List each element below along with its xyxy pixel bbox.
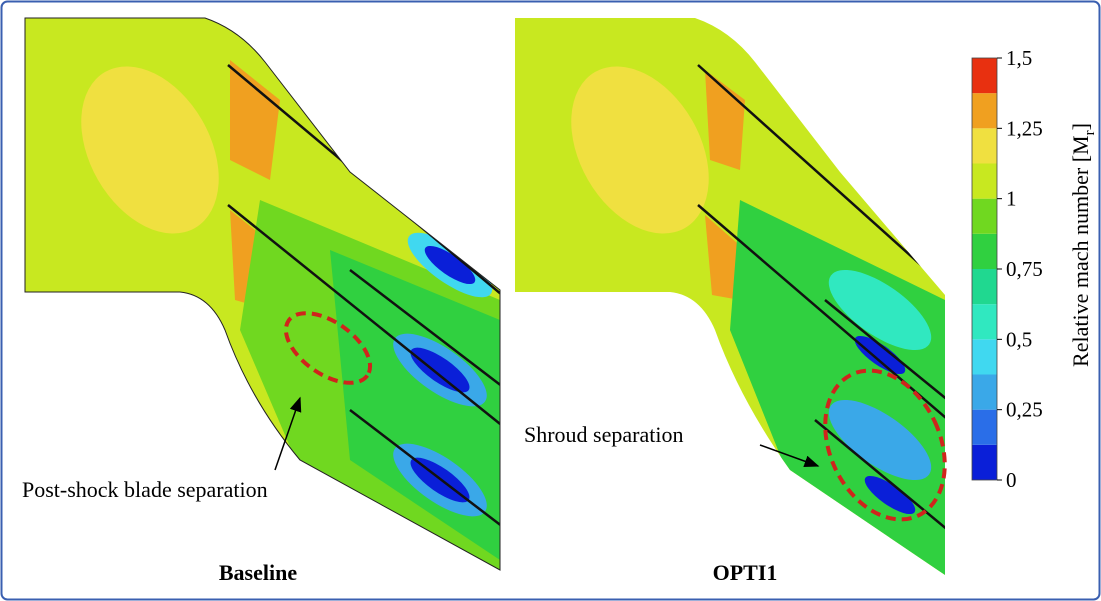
colorbar-band <box>972 58 997 93</box>
panel-title: Baseline <box>219 560 297 585</box>
tick-label: 0,75 <box>1006 257 1043 281</box>
colorbar-band <box>972 93 997 128</box>
contour-baseline <box>0 0 520 600</box>
colorbar-band <box>972 128 997 163</box>
colorbar-band <box>972 164 997 199</box>
tick-label: 0,5 <box>1006 327 1032 351</box>
tick-label: 0,25 <box>1006 398 1043 422</box>
annotation: Post-shock blade separation <box>22 477 268 502</box>
label-text: ] <box>1068 123 1093 130</box>
colorbar-band <box>972 234 997 269</box>
panel-title: OPTI1 <box>713 560 778 585</box>
colorbar-band <box>972 375 997 410</box>
tick-label: 0 <box>1006 468 1017 492</box>
colorbar-band <box>972 199 997 234</box>
tick-label: 1,25 <box>1006 116 1043 140</box>
tick-label: 1,5 <box>1006 46 1032 70</box>
colorbar: 1,5 1,25 1 0,75 0,5 0,25 0 <box>972 46 1043 492</box>
colorbar-band <box>972 339 997 374</box>
tick-label: 1 <box>1006 187 1017 211</box>
colorbar-band <box>972 269 997 304</box>
colorbar-band <box>972 304 997 339</box>
contour-opti1 <box>500 0 960 600</box>
label-text: Relative mach number [M <box>1068 135 1093 367</box>
figure: Post-shock blade separation Shroud separ… <box>0 0 1101 601</box>
colorbar-band <box>972 445 997 480</box>
colorbar-label: Relative mach number [Mr] <box>1068 123 1098 367</box>
colorbar-band <box>972 410 997 445</box>
annotation: Shroud separation <box>524 422 683 447</box>
